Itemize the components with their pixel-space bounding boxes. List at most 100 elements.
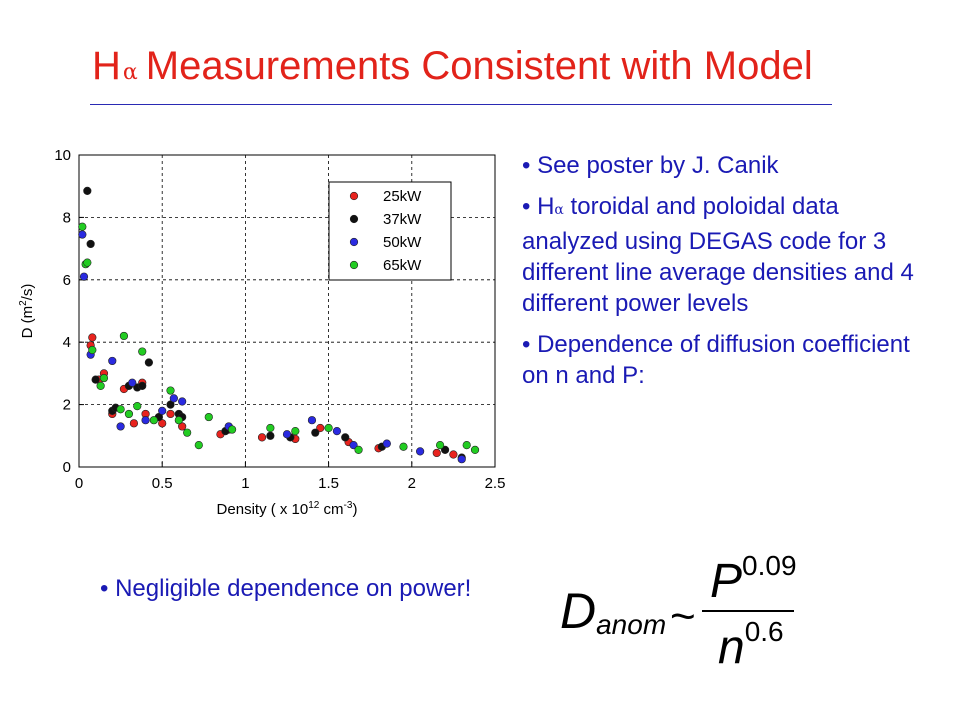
point-65kw [119,331,129,341]
point-65kw [354,445,363,454]
x-label-part-1: Density ( x 10 [217,501,309,518]
legend-label: 25kW [383,188,422,205]
bullet-poster-text: See poster by J. Canik [537,152,779,179]
point-50kw [116,422,125,431]
point-65kw [83,258,92,267]
y-tick-label: 10 [54,147,71,164]
point-50kw [282,430,292,439]
point-37kw [266,431,275,440]
eq-p-exp: 0.09 [742,550,797,581]
point-50kw [158,406,167,415]
point-65kw [96,381,105,390]
x-label-exp-2: -3 [344,500,353,511]
point-50kw [169,394,178,403]
legend-marker [349,214,359,224]
point-25kw [129,419,139,428]
title-underline [90,104,832,105]
point-37kw [91,375,100,384]
x-tick-label: 2 [408,475,416,492]
point-50kw [128,378,137,387]
equation-denominator: n0.6 [718,616,784,675]
scatter-chart: 0 0.5 1 1.5 2 2.5 0 2 4 6 8 10 25kW 37kW 50kW 65kW Den… [0,130,520,530]
y-axis-label: D (m2/s) [18,284,36,339]
point-65kw [399,442,408,451]
point-25kw [88,333,97,342]
bullet-analysis-prefix: H [537,193,555,220]
axis-ticks: 0 0.5 1 1.5 2 2.5 0 2 4 6 8 10 [54,147,505,492]
point-50kw [457,455,466,464]
point-65kw [470,445,480,454]
point-65kw [291,427,300,436]
equation-relation: ~ [670,592,696,641]
point-65kw [124,409,134,419]
point-50kw [178,397,187,406]
eq-n-exp: 0.6 [744,616,784,647]
legend-label: 50kW [383,234,422,251]
legend-label: 37kW [383,211,422,228]
x-axis-label: Density ( x 1012 cm-3) [217,500,358,518]
point-65kw [99,373,109,383]
point-50kw [416,447,425,456]
point-25kw [178,422,187,431]
y-tick-label: 2 [63,397,71,414]
point-65kw [133,402,142,411]
y-tick-label: 8 [63,209,71,226]
legend-marker [349,237,359,247]
bullet-alpha-symbol: α [554,202,564,218]
y-label-part-2: /s) [19,284,36,301]
bullet-dependence-text: Dependence of diffusion coefficient on n… [522,331,910,389]
legend: 25kW 37kW 50kW 65kW [328,181,452,281]
point-37kw [86,239,95,249]
eq-d: D [560,583,597,639]
legend-label: 65kW [383,257,422,274]
x-tick-label: 0 [75,475,83,492]
slide-title: Hα Measurements Consistent with Model [92,44,813,89]
x-label-part-2: cm [319,501,343,518]
x-label-part-3: ) [352,501,357,518]
right-bullet-list: • See poster by J. Canik • Hα toroidal a… [522,150,922,401]
y-label-part-1: D (m [19,306,36,339]
point-25kw [158,419,167,428]
bullet-analysis-text: toroidal and poloidal data analyzed usin… [522,193,914,317]
eq-p: P [710,555,743,608]
y-label-exp: 2 [18,300,29,306]
point-65kw [324,423,333,433]
point-50kw [78,230,87,239]
point-37kw [83,186,92,195]
eq-anom: anom [596,609,667,640]
point-65kw [78,222,87,231]
x-tick-label: 1.5 [318,475,339,492]
point-25kw [432,448,441,458]
point-37kw [311,428,320,437]
x-label-exp-1: 12 [308,500,320,511]
point-37kw [144,358,153,367]
point-65kw [166,386,175,395]
point-65kw [435,441,445,450]
point-50kw [108,356,117,366]
legend-marker [349,260,359,270]
bullet-poster: • See poster by J. Canik [522,152,779,179]
title-alpha-symbol: α [122,60,138,85]
point-65kw [174,416,183,425]
bottom-bullet: • Negligible dependence on power! [100,575,472,602]
point-50kw [349,441,358,450]
title-prefix: H [92,44,121,88]
y-tick-label: 4 [63,334,71,351]
eq-n: n [718,621,745,674]
point-50kw [141,416,150,425]
x-tick-label: 1 [241,475,249,492]
point-65kw [149,416,158,425]
point-37kw [440,445,450,454]
point-37kw [166,400,175,409]
point-37kw [341,433,350,442]
point-65kw [116,405,125,414]
y-tick-label: 0 [63,459,71,476]
x-tick-label: 2.5 [485,475,506,492]
point-65kw [138,347,147,356]
point-65kw [88,345,97,355]
point-50kw [79,272,89,281]
plot-frame [78,154,496,468]
equation-numerator: P0.09 [710,550,797,609]
x-tick-label: 0.5 [152,475,173,492]
legend-marker [349,191,359,201]
